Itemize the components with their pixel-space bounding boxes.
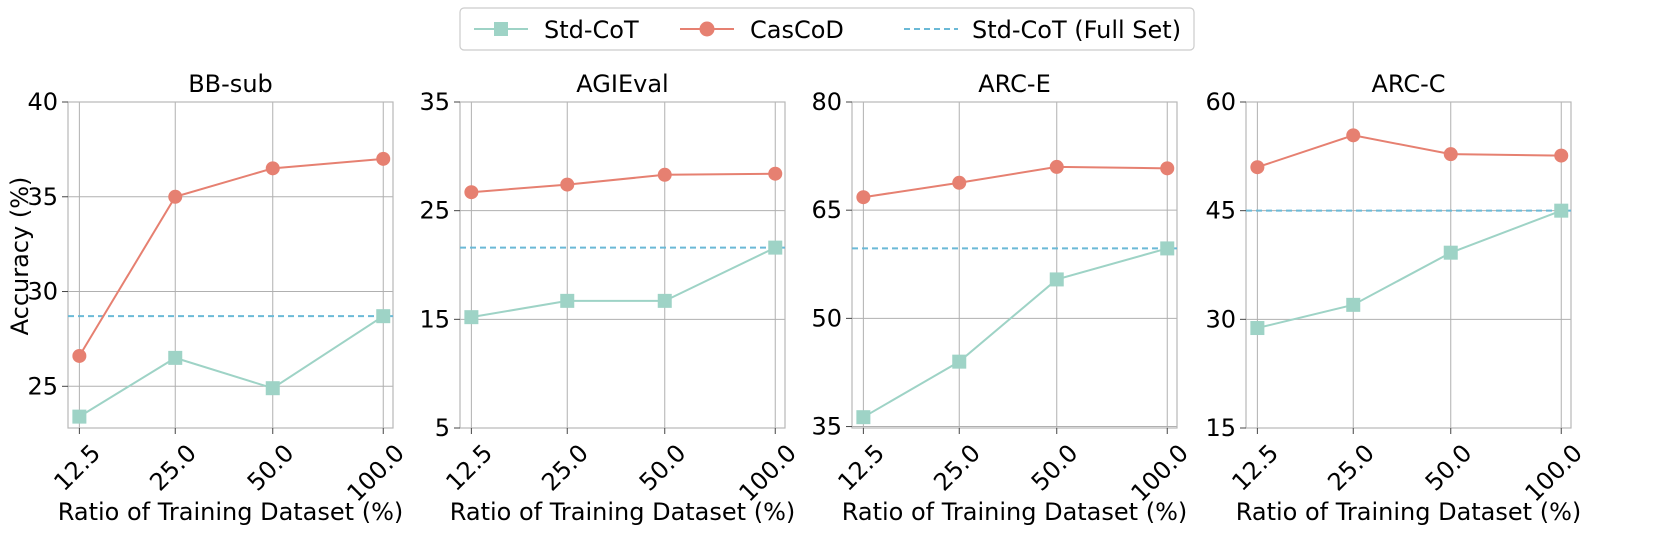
x-tick-label: 25.0 [1322,439,1380,497]
y-tick-label: 5 [435,414,450,442]
plot-frame [1245,101,1572,429]
point-cascod [560,177,575,192]
x-axis-label: Ratio of Training Dataset (%) [450,498,795,526]
legend-label-full-set: Std-CoT (Full Set) [972,16,1181,44]
series-line-cascod [863,165,1168,199]
y-tick-label: 60 [1205,88,1236,116]
legend-item-std-cot: Std-CoT [474,16,639,44]
y-tick-label: 35 [419,88,450,116]
y-tick-label: 35 [811,413,842,441]
point-cascod [1443,147,1458,162]
y-tick-label: 30 [27,278,58,306]
series-line-cascod [471,172,776,194]
x-tick-label: 50.0 [242,439,300,497]
point-std-cot [856,410,871,425]
x-tick-label: 50.0 [1420,439,1478,497]
legend-frame [459,7,1195,51]
y-tick-label: 15 [419,305,450,333]
point-std-cot [768,240,783,255]
series-line-std-cot [471,246,776,319]
point-cascod [265,161,280,176]
series-line-std-cot [1257,209,1562,329]
legend-circle-marker-icon [699,21,715,37]
series-line-cascod [78,157,384,357]
point-std-cot [376,309,391,324]
point-std-cot [952,354,967,369]
point-cascod [1049,159,1064,174]
x-tick-label: 12.5 [1226,439,1284,497]
point-std-cot [72,409,87,424]
y-tick-label: 25 [419,197,450,225]
plot-frame [459,101,786,429]
y-tick-label: 65 [811,196,842,224]
point-std-cot [1160,241,1175,256]
point-cascod [768,166,783,181]
point-cascod [1250,160,1265,175]
point-cascod [657,167,672,182]
x-tick-label: 50.0 [634,439,692,497]
x-tick-label: 25.0 [928,439,986,497]
y-tick-label: 30 [1205,305,1236,333]
panel-title: ARC-E [978,70,1050,98]
point-cascod [376,151,391,166]
y-tick-label: 50 [811,304,842,332]
point-cascod [1160,161,1175,176]
y-tick-label: 40 [27,88,58,116]
x-axis-label: Ratio of Training Dataset (%) [58,498,403,526]
point-std-cot [657,293,672,308]
point-std-cot [265,381,280,396]
plot-frame [67,101,394,429]
point-std-cot [560,293,575,308]
plot-frame [851,101,1178,429]
point-cascod [952,175,967,190]
x-tick-label: 25.0 [144,439,202,497]
panel-title: BB-sub [188,70,273,98]
legend-item-full-set: Std-CoT (Full Set) [904,16,1181,44]
point-cascod [168,189,183,204]
y-axis-label: Accuracy (%) [6,177,34,336]
legend-label-cascod: CasCoD [750,16,844,44]
legend-label-std-cot: Std-CoT [544,16,639,44]
series-line-cascod [1257,134,1562,169]
point-std-cot [1250,321,1265,336]
point-cascod [464,185,479,200]
series-line-std-cot [78,315,384,418]
legend-square-marker-icon [494,22,508,36]
point-std-cot [1049,272,1064,287]
legend-item-cascod: CasCoD [680,16,844,44]
point-cascod [856,190,871,205]
point-std-cot [464,310,479,325]
y-tick-label: 35 [27,183,58,211]
y-tick-label: 80 [811,88,842,116]
series-line-std-cot [862,247,1168,419]
point-cascod [1346,128,1361,143]
x-tick-label: 50.0 [1026,439,1084,497]
x-axis-label: Ratio of Training Dataset (%) [842,498,1187,526]
legend: Std-CoT CasCoD Std-CoT (Full Set) [459,7,1195,51]
point-std-cot [1443,245,1458,260]
point-cascod [72,348,87,363]
x-tick-label: 25.0 [536,439,594,497]
point-cascod [1554,148,1569,163]
x-tick-label: 12.5 [832,439,890,497]
x-tick-label: 12.5 [48,439,106,497]
y-tick-label: 45 [1205,197,1236,225]
panel-title: AGIEval [576,70,668,98]
x-axis-label: Ratio of Training Dataset (%) [1236,498,1581,526]
point-std-cot [1346,297,1361,312]
y-tick-label: 15 [1205,414,1236,442]
y-tick-label: 25 [27,372,58,400]
panel-title: ARC-C [1371,70,1445,98]
point-std-cot [168,350,183,365]
x-tick-label: 12.5 [440,439,498,497]
point-std-cot [1554,203,1569,218]
